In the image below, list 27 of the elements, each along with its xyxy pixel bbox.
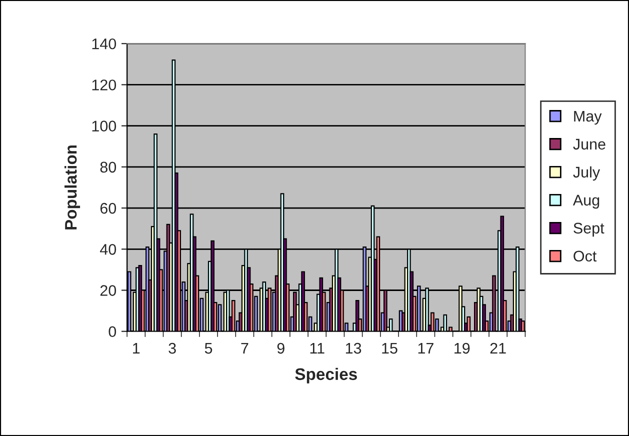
legend-label: Aug: [572, 194, 600, 209]
y-tick-label: 0: [108, 326, 116, 338]
x-tick-label: 15: [382, 343, 398, 354]
y-tick-label: 80: [100, 162, 116, 173]
x-tick-label: 1: [133, 343, 140, 354]
x-tick-label: 3: [168, 342, 176, 354]
x-tick-label: 19: [454, 342, 470, 354]
x-tick-label: 7: [241, 343, 248, 354]
x-tick-label: 9: [277, 342, 284, 354]
y-tick-label: 20: [100, 285, 116, 296]
legend-label: Sept: [574, 222, 604, 237]
x-tick-label: 5: [204, 343, 212, 354]
legend-label: Oct: [574, 250, 597, 262]
y-tick-label: 60: [100, 202, 116, 214]
x-tick-label: 17: [418, 343, 434, 354]
legend-label: June: [573, 138, 606, 150]
x-tick-label: 13: [346, 342, 362, 354]
y-tick-label: 100: [92, 120, 116, 132]
x-tick-label: 21: [490, 342, 506, 354]
x-axis-title: Species: [295, 368, 357, 384]
y-tick-label: 40: [100, 244, 116, 255]
x-tick-label: 11: [310, 343, 324, 354]
legend-label: May: [574, 110, 602, 125]
y-tick-label: 120: [92, 80, 116, 90]
legend-label: July: [573, 166, 600, 181]
y-axis-title: Population: [64, 145, 80, 230]
y-tick-label: 140: [92, 38, 116, 50]
